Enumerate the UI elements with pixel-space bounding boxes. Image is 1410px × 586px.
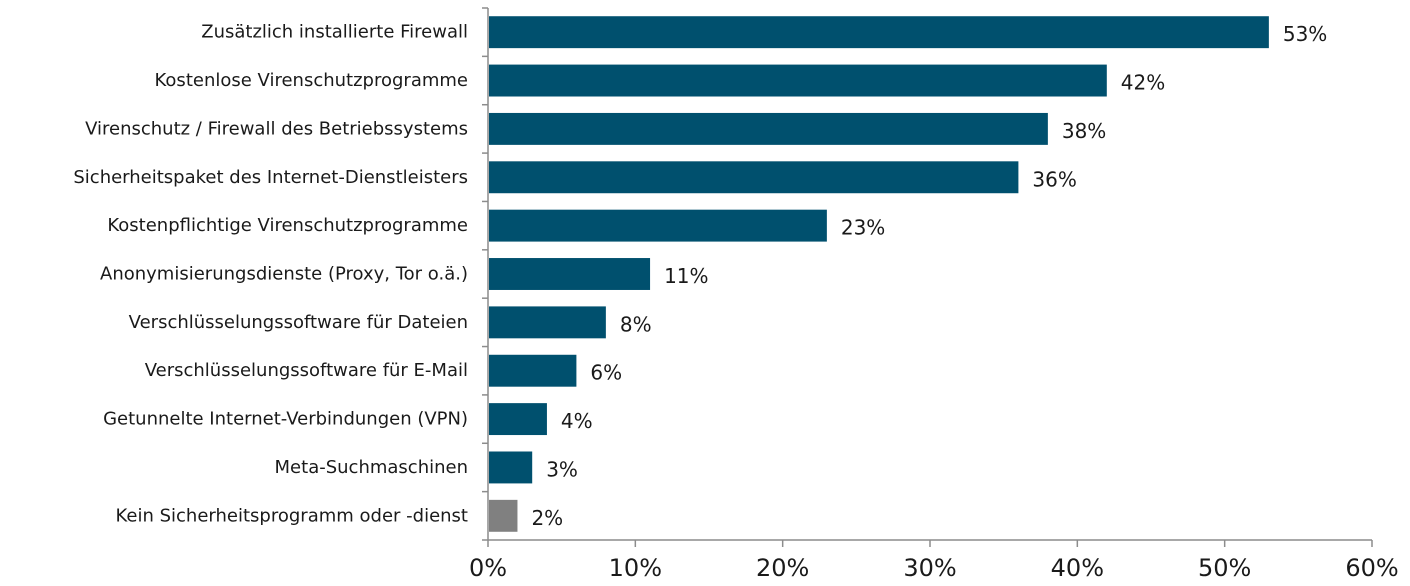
- category-label: Verschlüsselungssoftware für E-Mail: [145, 360, 468, 381]
- x-tick-label: 30%: [903, 554, 956, 582]
- bar-6: [489, 258, 651, 290]
- value-label: 4%: [561, 409, 593, 433]
- x-tick-label: 10%: [609, 554, 662, 582]
- x-tick-label: 0%: [469, 554, 507, 582]
- bar-4: [489, 161, 1019, 194]
- value-label: 36%: [1032, 167, 1076, 191]
- x-tick-label: 50%: [1198, 554, 1251, 582]
- value-label: 38%: [1062, 119, 1106, 143]
- bar-9: [489, 403, 547, 436]
- bar-10: [489, 451, 533, 484]
- category-label: Getunnelte Internet-Verbindungen (VPN): [103, 409, 468, 430]
- x-tick-label: 40%: [1051, 554, 1104, 582]
- x-tick-label: 60%: [1345, 554, 1398, 582]
- category-label: Virenschutz / Firewall des Betriebssyste…: [85, 118, 468, 139]
- value-label: 3%: [546, 457, 578, 481]
- bar-2: [489, 64, 1107, 97]
- category-label: Kostenlose Virenschutzprogramme: [155, 70, 468, 91]
- bars: [489, 16, 1269, 532]
- category-label: Sicherheitspaket des Internet-Dienstleis…: [73, 167, 468, 188]
- bar-3: [489, 112, 1048, 145]
- category-label: Kostenpflichtige Virenschutzprogramme: [107, 215, 468, 236]
- value-label: 53%: [1283, 22, 1327, 46]
- category-label: Meta-Suchmaschinen: [275, 457, 468, 478]
- bar-7: [489, 306, 606, 339]
- labels: Zusätzlich installierte Firewall 53% Koste…: [73, 22, 1398, 582]
- bar-11: [489, 499, 518, 532]
- value-label: 8%: [620, 312, 652, 336]
- bar-1: [489, 16, 1269, 49]
- value-label: 11%: [664, 264, 708, 288]
- value-label: 23%: [841, 216, 885, 240]
- category-label: Verschlüsselungssoftware für Dateien: [129, 312, 468, 333]
- category-label: Anonymisierungsdienste (Proxy, Tor o.ä.): [100, 264, 468, 285]
- value-label: 6%: [590, 361, 622, 385]
- category-label: Kein Sicherheitsprogramm oder -dienst: [116, 505, 469, 526]
- value-label: 2%: [531, 506, 563, 530]
- x-tick-label: 20%: [756, 554, 809, 582]
- bar-5: [489, 209, 827, 242]
- category-label: Zusätzlich installierte Firewall: [201, 22, 468, 43]
- bar-8: [489, 354, 577, 387]
- axes: [482, 7, 1373, 547]
- value-label: 42%: [1121, 71, 1165, 95]
